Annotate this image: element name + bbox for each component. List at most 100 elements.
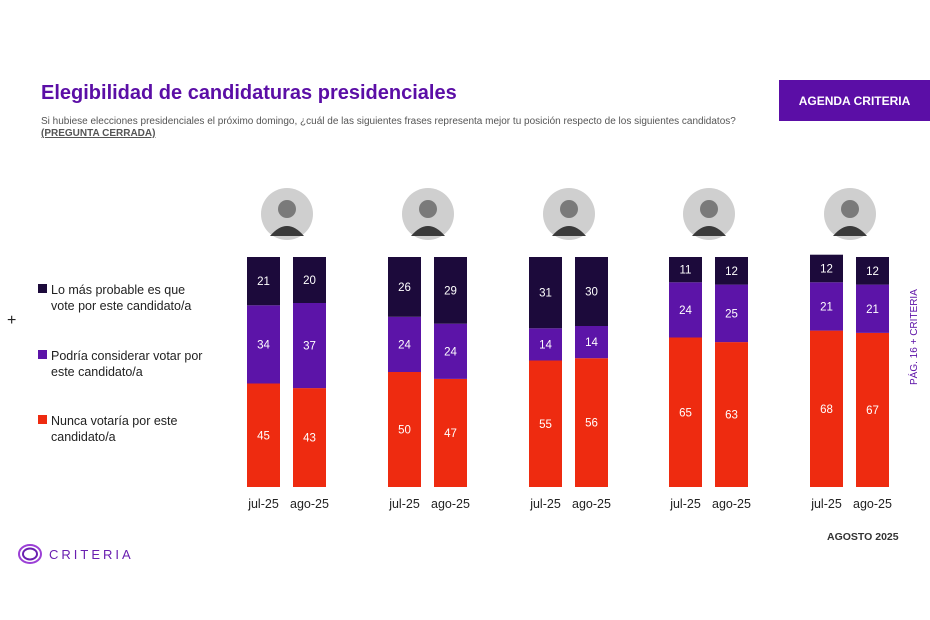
legend-label-podria-1: Podría considerar votar por [51, 349, 203, 363]
label-podria-g3-1: 14 [539, 339, 552, 351]
tick-label-g5-2: ago-25 [853, 497, 892, 511]
logo-text: CRITERIA [49, 546, 134, 562]
label-probable-g5-1: 12 [820, 264, 833, 276]
legend-label-podria-2: este candidato/a [51, 365, 143, 379]
bar-probable-g5-2 [856, 257, 889, 285]
legend-swatch-nunca [38, 415, 47, 424]
label-nunca-g1-2: 43 [303, 433, 316, 445]
label-nunca-g1-1: 45 [257, 430, 270, 442]
bar-nunca-g3-1 [529, 360, 562, 487]
label-nunca-g3-2: 56 [585, 418, 598, 430]
page-side-label: PÁG. 16 + CRITERIA [905, 255, 925, 385]
report-date: AGOSTO 2025 [827, 531, 899, 543]
candidate-photo-head-5 [841, 200, 859, 218]
bar-podria-g4-2 [715, 284, 748, 343]
question-text: Si hubiese elecciones presidenciales el … [41, 116, 761, 140]
candidate-photo-head-2 [419, 200, 437, 218]
label-probable-g1-2: 20 [303, 275, 316, 287]
legend-item-nunca: Nunca votaría por este candidato/a [38, 413, 177, 445]
legend-swatch-probable [38, 284, 47, 293]
bar-nunca-g2-2 [434, 378, 467, 487]
candidate-photo-body-2 [411, 226, 445, 236]
label-podria-g1-1: 34 [257, 339, 270, 351]
bar-nunca-g5-2 [856, 332, 889, 487]
agenda-badge: AGENDA CRITERIA [779, 80, 930, 121]
candidate-photo-body-5 [833, 226, 867, 236]
legend-label-probable-1: Lo más probable es que [51, 283, 186, 297]
criteria-logo: CRITERIA [17, 543, 134, 565]
page-number: PÁG. 16 + CRITERIA [909, 289, 920, 385]
bar-probable-g3-1 [529, 257, 562, 329]
bar-nunca-g4-1 [669, 337, 702, 487]
bar-probable-g4-2 [715, 257, 748, 285]
tick-label-g1-1: jul-25 [247, 497, 279, 511]
question-body: Si hubiese elecciones presidenciales el … [41, 116, 736, 127]
bar-nunca-g5-1 [810, 330, 843, 487]
candidate-photo-head-1 [278, 200, 296, 218]
tick-label-g2-2: ago-25 [431, 497, 470, 511]
label-podria-g4-2: 25 [725, 308, 738, 320]
label-podria-g5-2: 21 [866, 304, 879, 316]
bar-probable-g3-2 [575, 257, 608, 326]
legend-label-probable-2: vote por este candidato/a [51, 299, 192, 313]
label-nunca-g4-2: 63 [725, 410, 738, 422]
legend-item-podria: Podría considerar votar por este candida… [38, 348, 202, 380]
label-probable-g4-1: 11 [680, 265, 692, 277]
label-probable-g2-2: 29 [444, 285, 457, 297]
bar-podria-g4-1 [669, 282, 702, 338]
bar-nunca-g1-2 [293, 388, 326, 487]
label-probable-g3-1: 31 [539, 288, 552, 300]
bar-podria-g3-2 [575, 326, 608, 359]
tick-label-g3-1: jul-25 [529, 497, 561, 511]
plus-icon: + [7, 312, 17, 329]
tick-label-g4-2: ago-25 [712, 497, 751, 511]
bar-podria-g2-1 [388, 316, 421, 372]
label-podria-g5-1: 21 [820, 301, 833, 313]
label-probable-g4-2: 12 [725, 266, 738, 278]
tick-label-g5-1: jul-25 [810, 497, 842, 511]
bar-probable-g2-1 [388, 257, 421, 317]
page-title: Elegibilidad de candidaturas presidencia… [41, 82, 457, 104]
bar-nunca-g1-1 [247, 383, 280, 487]
bar-podria-g1-1 [247, 305, 280, 384]
legend-item-probable: Lo más probable es que vote por este can… [38, 282, 191, 314]
bar-probable-g2-2 [434, 257, 467, 324]
bar-podria-g5-2 [856, 284, 889, 333]
label-nunca-g2-1: 50 [398, 425, 411, 437]
candidate-photo-head-4 [700, 200, 718, 218]
bar-nunca-g4-2 [715, 342, 748, 487]
label-nunca-g4-1: 65 [679, 407, 692, 419]
label-probable-g1-1: 21 [257, 276, 270, 288]
tick-label-g3-2: ago-25 [572, 497, 611, 511]
label-podria-g2-2: 24 [444, 346, 457, 358]
bar-nunca-g2-1 [388, 372, 421, 487]
bar-probable-g1-1 [247, 257, 280, 306]
label-podria-g4-1: 24 [679, 305, 692, 317]
tick-label-g4-1: jul-25 [669, 497, 701, 511]
bar-podria-g5-1 [810, 282, 843, 331]
label-probable-g3-2: 30 [585, 287, 598, 299]
label-podria-g1-2: 37 [303, 341, 316, 353]
label-nunca-g5-1: 68 [820, 404, 833, 416]
bar-podria-g2-2 [434, 323, 467, 379]
bar-podria-g3-1 [529, 328, 562, 361]
bar-probable-g5-1 [810, 254, 843, 283]
bar-probable-g4-1 [669, 257, 702, 283]
tick-label-g2-1: jul-25 [388, 497, 420, 511]
candidate-photo-body-3 [552, 226, 586, 236]
tick-label-g1-2: ago-25 [290, 497, 329, 511]
label-nunca-g5-2: 67 [866, 405, 879, 417]
legend-label-nunca-1: Nunca votaría por este [51, 414, 178, 428]
label-nunca-g2-2: 47 [444, 428, 457, 440]
label-probable-g5-2: 12 [866, 266, 879, 278]
question-tag: (PREGUNTA CERRADA) [41, 128, 156, 139]
label-podria-g3-2: 14 [585, 337, 598, 349]
bar-nunca-g3-2 [575, 358, 608, 487]
legend-label-nunca-2: candidato/a [51, 430, 116, 444]
label-nunca-g3-1: 55 [539, 419, 552, 431]
bar-probable-g1-2 [293, 257, 326, 303]
candidate-photo-head-3 [560, 200, 578, 218]
candidate-photo-body-4 [692, 226, 726, 236]
criteria-logo-icon [18, 544, 42, 564]
